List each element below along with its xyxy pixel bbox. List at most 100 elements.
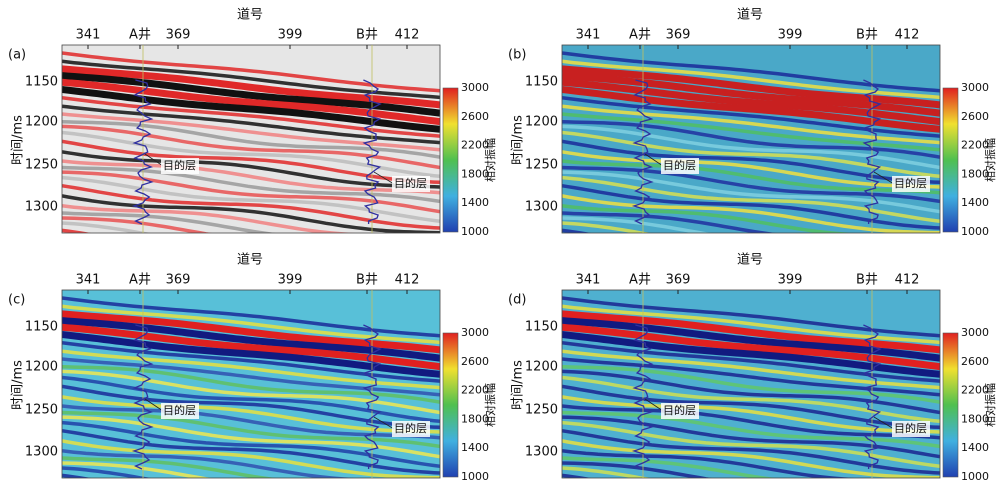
colorbar-tick-label: 1400 xyxy=(961,196,989,209)
reflector-band xyxy=(62,340,440,383)
x-tick-label: 369 xyxy=(166,273,191,288)
reflector-band xyxy=(62,364,440,404)
colorbar-tick-label: 2600 xyxy=(461,355,489,368)
seismic-section xyxy=(562,45,940,233)
reflector-band xyxy=(62,404,440,440)
reflector-band xyxy=(562,78,940,126)
y-tick-label: 1300 xyxy=(25,445,58,460)
reflector-band xyxy=(62,78,440,126)
reflector-band xyxy=(62,448,356,478)
reflector-band xyxy=(562,65,940,109)
reflector-band xyxy=(562,119,940,159)
reflector-band xyxy=(62,119,440,159)
colorbar-tick-label: 3000 xyxy=(961,326,989,339)
colorbar xyxy=(942,87,959,233)
x-axis-title: 道号 xyxy=(237,8,263,23)
reflector-band xyxy=(62,139,440,185)
annotation: 目的层 xyxy=(894,176,927,190)
callout xyxy=(144,153,164,167)
reflector-band xyxy=(62,51,440,93)
reflector-band xyxy=(562,466,652,478)
colorbar xyxy=(942,332,959,478)
reflector-band xyxy=(62,221,152,233)
well-log xyxy=(362,79,382,224)
colorbar-tick-label: 3000 xyxy=(961,81,989,94)
reflector-band xyxy=(562,211,777,233)
reflector-band xyxy=(562,357,940,397)
reflector-band xyxy=(62,410,440,449)
reflector-band xyxy=(562,404,940,440)
reflector-band xyxy=(62,369,440,415)
reflector-band xyxy=(62,65,440,109)
annotation-box xyxy=(892,176,930,192)
y-tick-label: 1250 xyxy=(525,403,558,418)
panel-tag: (c) xyxy=(8,293,25,308)
annotation: 目的层 xyxy=(163,158,196,172)
reflector-band xyxy=(562,104,940,145)
x-axis-title: 道号 xyxy=(737,253,763,268)
x-tick-label: A井 xyxy=(129,28,151,43)
reflector-band xyxy=(562,95,940,138)
x-tick-label: B井 xyxy=(356,28,378,43)
colorbar-title: 相对振幅 xyxy=(983,383,997,427)
x-tick-label: 412 xyxy=(895,273,920,288)
seismic-section xyxy=(62,45,440,233)
reflector-band xyxy=(562,216,713,233)
x-tick-label: B井 xyxy=(856,28,878,43)
reflector-band xyxy=(562,485,940,500)
annotation: 目的层 xyxy=(894,421,927,435)
annotation-box xyxy=(661,403,699,419)
panel-tag: (d) xyxy=(508,293,526,308)
colorbar-tick-label: 1000 xyxy=(961,225,989,238)
colorbar-tick-label: 1800 xyxy=(961,412,989,425)
y-tick-label: 1200 xyxy=(525,360,558,375)
colorbar-tick-label: 2200 xyxy=(961,139,989,152)
reflector-band xyxy=(62,461,213,478)
x-tick-label: 341 xyxy=(576,273,601,288)
reflector-band xyxy=(62,59,440,100)
colorbar-tick-label: 1000 xyxy=(461,225,489,238)
y-tick-label: 1150 xyxy=(525,75,558,90)
annotation-box xyxy=(161,158,199,174)
x-tick-label: B井 xyxy=(356,273,378,288)
reflector-band xyxy=(562,310,940,354)
y-tick-label: 1200 xyxy=(525,115,558,130)
colorbar-tick-label: 2200 xyxy=(961,384,989,397)
reflector-band xyxy=(62,95,440,138)
reflector-band xyxy=(562,448,856,478)
reflector-band xyxy=(562,150,940,189)
colorbar-tick-label: 1000 xyxy=(961,470,989,483)
x-tick-label: 412 xyxy=(395,28,420,43)
x-tick-label: 412 xyxy=(895,28,920,43)
x-tick-label: 399 xyxy=(278,273,303,288)
colorbar-tick-label: 2600 xyxy=(461,110,489,123)
callout xyxy=(644,398,664,412)
reflector-band xyxy=(62,456,277,478)
callout xyxy=(873,171,895,185)
reflector-band xyxy=(562,410,940,449)
reflector-band xyxy=(562,86,940,133)
section-frame xyxy=(61,44,441,234)
reflector-band xyxy=(62,194,440,233)
colorbar-tick-label: 1800 xyxy=(461,412,489,425)
y-axis-title: 时间/ms xyxy=(11,360,26,410)
colorbar-tick-label: 1800 xyxy=(961,167,989,180)
x-tick-label: 341 xyxy=(576,28,601,43)
reflector-band xyxy=(62,183,440,230)
reflector-band xyxy=(562,375,940,424)
reflector-band xyxy=(562,194,940,233)
callout xyxy=(144,398,164,412)
reflector-band xyxy=(62,296,440,338)
y-tick-label: 1250 xyxy=(525,158,558,173)
annotation-box xyxy=(392,176,430,192)
reflector-band xyxy=(562,221,652,233)
well-log xyxy=(631,324,654,470)
colorbar-tick-label: 2200 xyxy=(461,384,489,397)
reflector-band xyxy=(562,331,940,378)
x-tick-label: 369 xyxy=(666,28,691,43)
x-tick-label: 369 xyxy=(166,28,191,43)
reflector-band xyxy=(562,395,940,434)
y-tick-label: 1250 xyxy=(25,158,58,173)
callout xyxy=(373,171,395,185)
